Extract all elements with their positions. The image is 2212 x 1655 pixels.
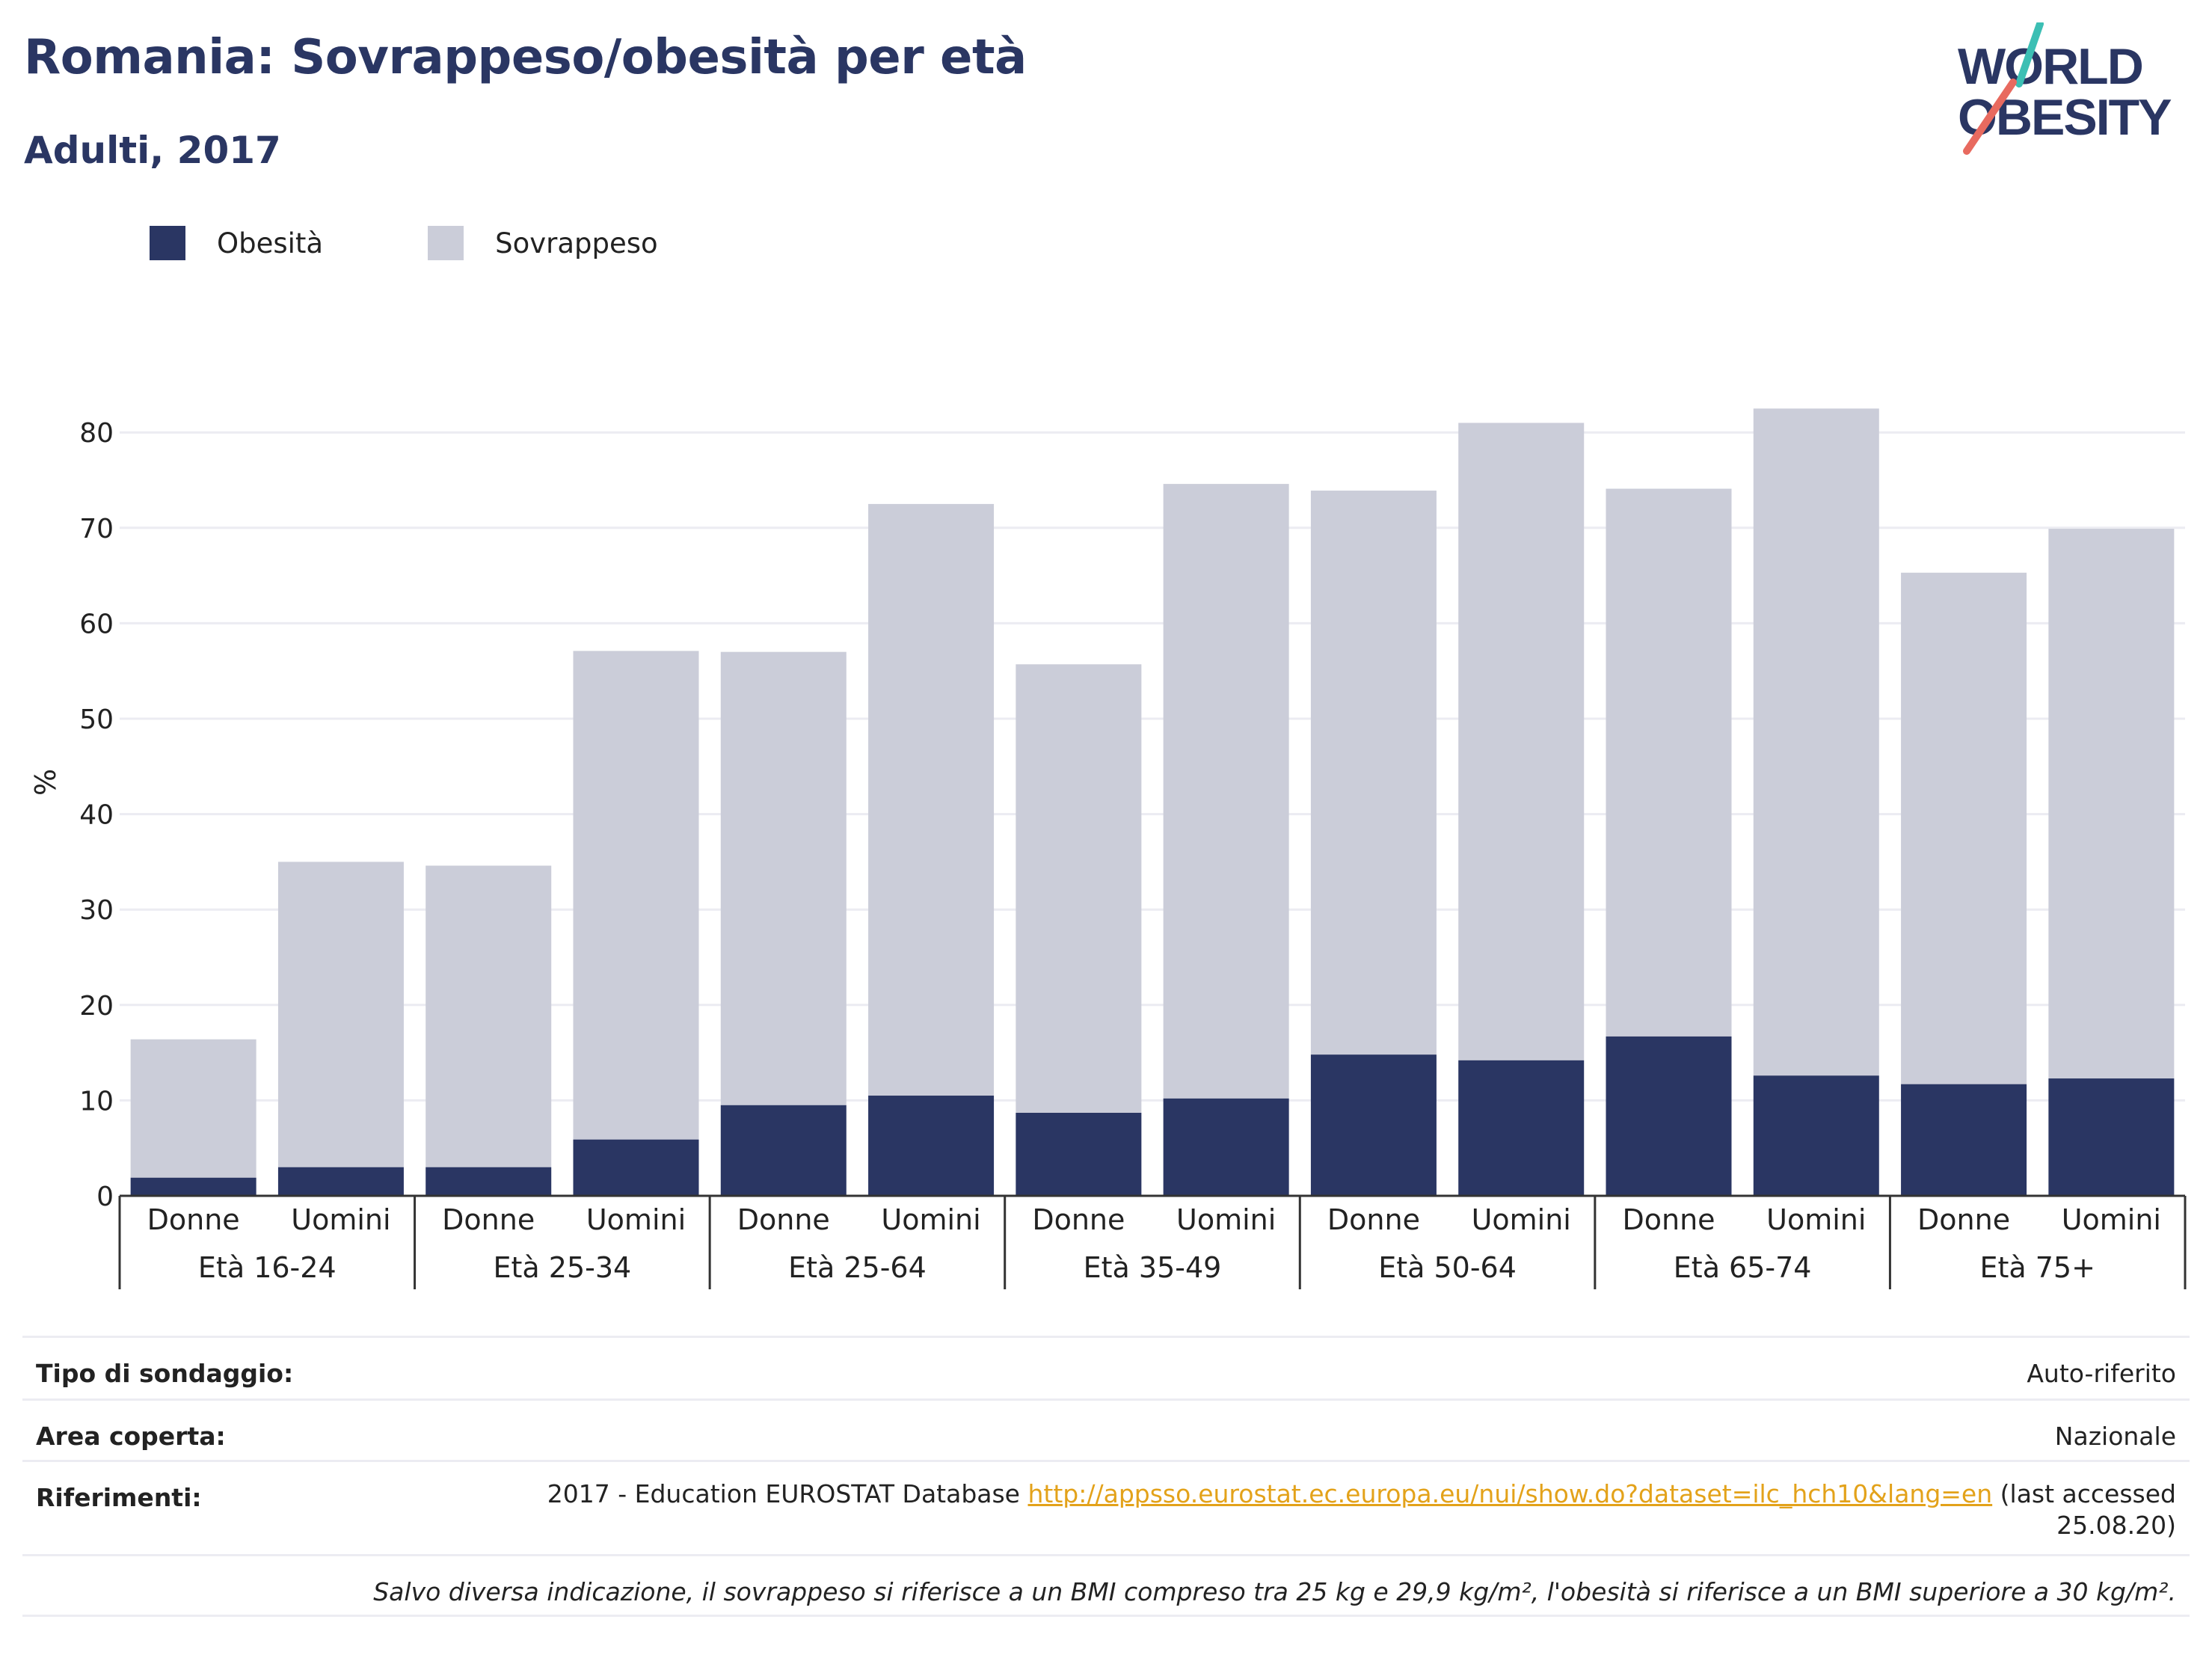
area-value: Nazionale (2054, 1422, 2176, 1451)
references-prefix: 2017 - Education EUROSTAT Database (547, 1479, 1020, 1508)
legend-swatch-overweight (428, 226, 464, 260)
bar-obesity-12 (1901, 1084, 2027, 1196)
bar-obesity-7 (1163, 1098, 1289, 1196)
y-tick-label-40: 40 (79, 800, 114, 831)
bar-obesity-5 (868, 1096, 995, 1196)
page-subtitle: Adulti, 2017 (24, 129, 281, 172)
bar-obesity-9 (1458, 1060, 1585, 1196)
bar-overweight-8 (1310, 491, 1437, 1055)
x-category-label-4: Donne (737, 1203, 830, 1236)
bar-obesity-2 (425, 1167, 552, 1196)
page-title: Romania: Sovrappeso/obesità per età (24, 30, 1027, 85)
bar-overweight-0 (130, 1039, 256, 1178)
x-group-label-0: Età 16-24 (198, 1251, 337, 1284)
x-category-label-9: Uomini (1472, 1203, 1571, 1236)
bar-obesity-10 (1606, 1036, 1732, 1196)
legend-swatch-obesity (150, 226, 185, 260)
references-suffix-2: 25.08.20) (2056, 1511, 2176, 1540)
area-label: Area coperta: (36, 1422, 226, 1451)
x-group-label-2: Età 25-64 (788, 1251, 927, 1284)
bar-obesity-11 (1753, 1075, 1879, 1196)
x-category-label-10: Donne (1622, 1203, 1715, 1236)
y-tick-label-80: 80 (79, 418, 114, 449)
logo-slash-teal (2015, 22, 2044, 87)
bar-overweight-7 (1163, 484, 1289, 1099)
y-tick-label-70: 70 (79, 514, 114, 544)
legend-item-obesity: Obesità (150, 226, 323, 260)
x-group-label-4: Età 50-64 (1378, 1251, 1517, 1284)
bar-overweight-12 (1901, 572, 2027, 1084)
info-row-references: Riferimenti: 2017 - Education EUROSTAT D… (22, 1460, 2190, 1554)
chart-legend: Obesità Sovrappeso (150, 224, 763, 262)
info-row-area: Area coperta: Nazionale (22, 1398, 2190, 1460)
bar-overweight-2 (425, 865, 552, 1167)
bar-overweight-6 (1016, 664, 1142, 1113)
x-category-label-3: Uomini (586, 1203, 686, 1236)
bar-overweight-1 (277, 862, 404, 1167)
references-link[interactable]: http://appsso.eurostat.ec.europa.eu/nui/… (1027, 1479, 1993, 1508)
survey-type-value: Auto-riferito (2027, 1359, 2176, 1388)
x-category-label-1: Uomini (291, 1203, 390, 1236)
x-category-label-2: Donne (442, 1203, 535, 1236)
legend-label-overweight: Sovrappeso (495, 227, 658, 260)
x-category-label-12: Donne (1917, 1203, 2010, 1236)
bar-obesity-8 (1310, 1054, 1437, 1196)
logo-slash-coral (1963, 79, 2017, 155)
y-tick-label-50: 50 (79, 704, 114, 735)
x-group-label-1: Età 25-34 (494, 1251, 632, 1284)
bar-overweight-10 (1606, 488, 1732, 1037)
info-row-survey-type: Tipo di sondaggio: Auto-riferito (22, 1336, 2190, 1398)
y-tick-label-60: 60 (79, 609, 114, 639)
x-category-label-7: Uomini (1176, 1203, 1276, 1236)
y-tick-label-0: 0 (96, 1182, 114, 1212)
logo-line1: WORLD (1958, 38, 2142, 95)
x-category-label-0: Donne (147, 1203, 240, 1236)
x-group-label-3: Età 35-49 (1084, 1251, 1222, 1284)
bar-overweight-9 (1458, 423, 1585, 1060)
bar-chart: 0 10 20 30 40 50 60 70 80% Donne Uomini Età 16-24 Do… (29, 408, 2187, 1289)
survey-type-label: Tipo di sondaggio: (36, 1359, 294, 1388)
y-tick-label-30: 30 (79, 895, 114, 926)
bar-obesity-4 (720, 1105, 847, 1196)
x-group-label-6: Età 75+ (1979, 1251, 2095, 1284)
x-category-label-13: Uomini (2062, 1203, 2161, 1236)
bar-obesity-1 (277, 1167, 404, 1196)
x-category-label-8: Donne (1327, 1203, 1420, 1236)
info-table: Tipo di sondaggio: Auto-riferito Area co… (22, 1336, 2190, 1617)
world-obesity-logo: WORLD OBESITY (1958, 22, 2173, 155)
bar-overweight-11 (1753, 408, 1879, 1076)
definition-note: Salvo diversa indicazione, il sovrappeso… (373, 1577, 2176, 1606)
bar-obesity-3 (573, 1139, 699, 1196)
bar-obesity-6 (1016, 1112, 1142, 1196)
x-group-label-5: Età 65-74 (1674, 1251, 1812, 1284)
bar-overweight-3 (573, 651, 699, 1140)
bar-overweight-4 (720, 651, 847, 1105)
legend-item-overweight: Sovrappeso (428, 226, 658, 260)
x-category-label-5: Uomini (881, 1203, 980, 1236)
y-tick-label-10: 10 (79, 1086, 114, 1117)
x-category-label-6: Donne (1032, 1203, 1125, 1236)
references-value: 2017 - Education EUROSTAT Database http:… (547, 1479, 2176, 1554)
bar-overweight-5 (868, 503, 995, 1096)
bar-obesity-13 (2048, 1078, 2175, 1196)
info-row-note: Salvo diversa indicazione, il sovrappeso… (22, 1554, 2190, 1617)
bar-overweight-13 (2048, 529, 2175, 1079)
x-category-label-11: Uomini (1766, 1203, 1866, 1236)
y-tick-label-20: 20 (79, 991, 114, 1022)
bar-obesity-0 (130, 1177, 256, 1196)
y-axis-label: % (29, 769, 62, 796)
references-suffix-1: (last accessed (2000, 1479, 2176, 1508)
references-label: Riferimenti: (36, 1483, 202, 1512)
legend-label-obesity: Obesità (217, 227, 324, 260)
